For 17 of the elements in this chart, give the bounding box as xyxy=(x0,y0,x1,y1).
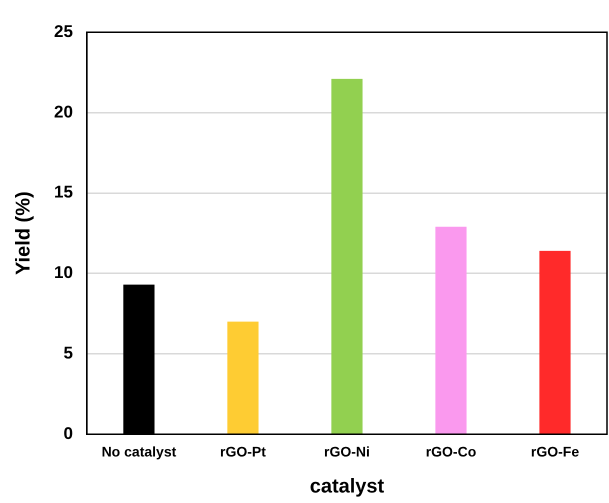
x-tick-label: rGO-Co xyxy=(426,443,476,460)
y-tick-label: 0 xyxy=(63,424,73,443)
x-tick-label: rGO-Ni xyxy=(324,443,370,460)
y-tick-label: 15 xyxy=(54,182,73,202)
x-tick-label: No catalyst xyxy=(102,443,177,460)
y-tick-label: 20 xyxy=(54,102,73,122)
x-axis-title: catalyst xyxy=(310,476,385,498)
bar xyxy=(539,250,571,434)
y-tick-label: 5 xyxy=(63,343,73,362)
y-tick-label: 10 xyxy=(54,263,73,282)
bar xyxy=(435,226,467,434)
bar xyxy=(227,322,259,434)
x-tick-label: rGO-Pt xyxy=(220,443,266,460)
x-tick-label: rGO-Fe xyxy=(530,443,580,460)
bar xyxy=(331,78,363,434)
y-tick-label: 25 xyxy=(54,22,73,41)
y-axis-title: Yield (%) xyxy=(12,191,35,276)
